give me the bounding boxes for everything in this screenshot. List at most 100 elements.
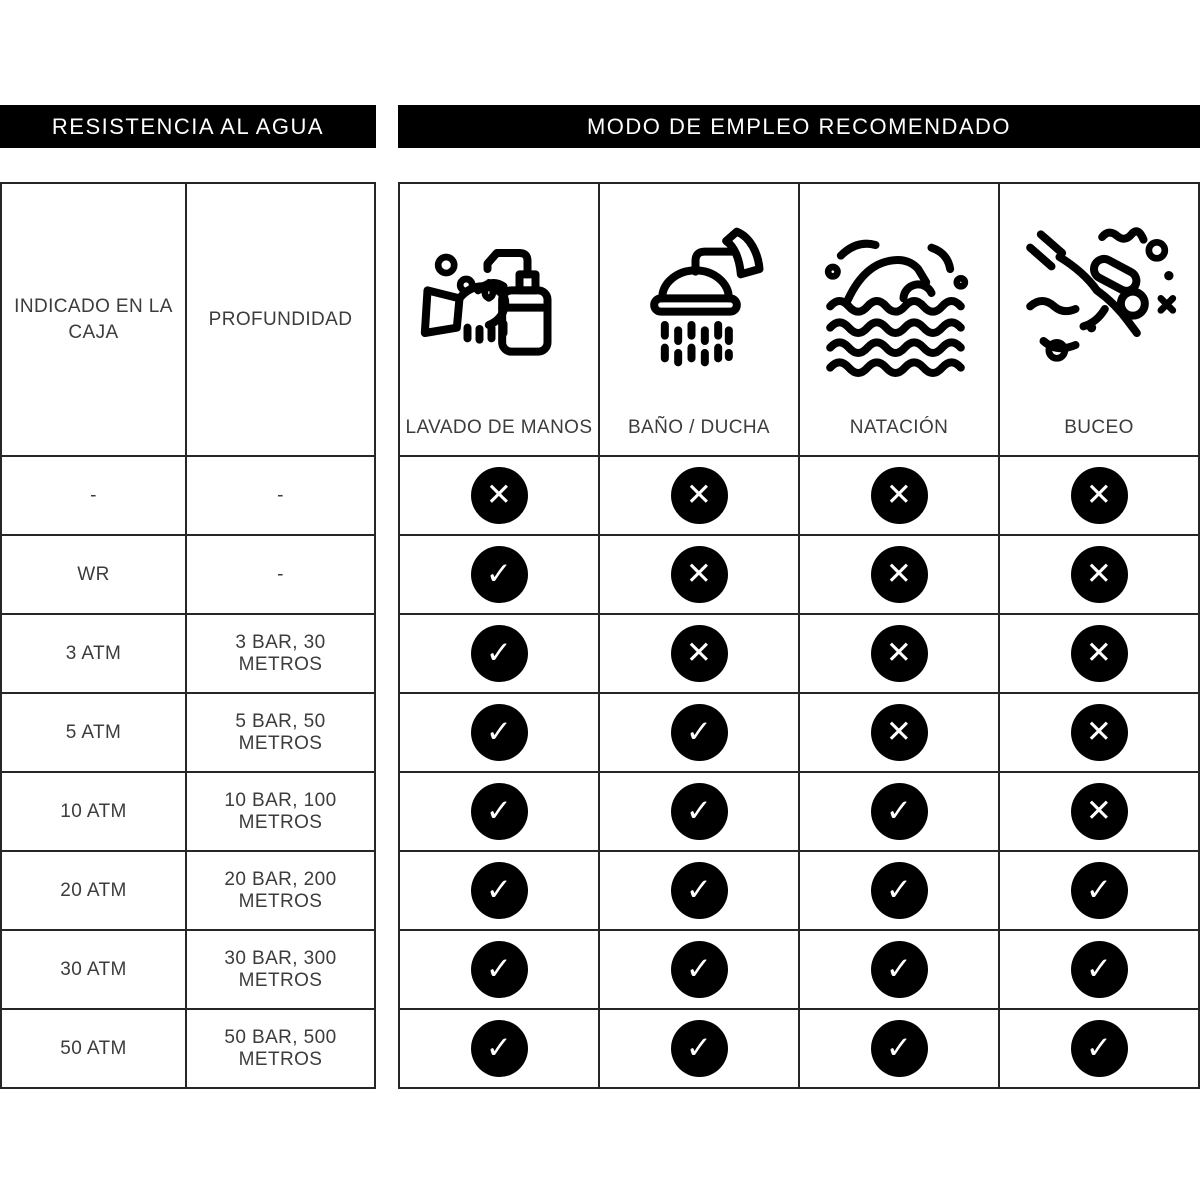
- usage-column-hand-wash: LAVADO DE MANOS: [400, 184, 598, 455]
- mark-badge: ✕: [1070, 546, 1128, 603]
- column-header-box: INDICADO EN LA CAJA: [2, 184, 185, 455]
- usage-column-shower: BAÑO / DUCHA: [600, 184, 798, 455]
- usage-column-label: NATACIÓN: [849, 417, 949, 438]
- mark-cell: ✓: [600, 852, 798, 929]
- table-cell-box: 3 ATM: [2, 615, 185, 692]
- mark-cell: ✕: [800, 694, 998, 771]
- left-section-title: RESISTENCIA AL AGUA: [51, 113, 325, 139]
- table-cell-depth: 50 BAR, 500 METROS: [187, 1010, 374, 1087]
- mark-badge: ✓: [1070, 1020, 1128, 1077]
- shower-icon: [600, 184, 798, 417]
- mark-badge: ✓: [1070, 941, 1128, 998]
- mark-badge: ✕: [870, 467, 928, 524]
- table-cell-box: 50 ATM: [2, 1010, 185, 1087]
- mark-badge: ✓: [870, 941, 928, 998]
- mark-cell: ✓: [400, 852, 598, 929]
- right-section-title: MODO DE EMPLEO RECOMENDADO: [586, 113, 1012, 139]
- mark-badge: ✓: [470, 862, 528, 919]
- mark-badge: ✓: [870, 862, 928, 919]
- table-cell-depth: 3 BAR, 30 METROS: [187, 615, 374, 692]
- mark-badge: ✓: [470, 625, 528, 682]
- mark-cell: ✓: [800, 931, 998, 1008]
- mark-badge: ✓: [470, 546, 528, 603]
- left-section-header: RESISTENCIA AL AGUA: [0, 105, 376, 148]
- mark-cell: ✓: [400, 931, 598, 1008]
- mark-badge: ✕: [470, 467, 528, 524]
- mark-badge: ✓: [670, 783, 728, 840]
- mark-cell: ✓: [600, 1010, 798, 1087]
- mark-badge: ✓: [470, 941, 528, 998]
- mark-badge: ✕: [870, 546, 928, 603]
- mark-badge: ✕: [1070, 783, 1128, 840]
- table-cell-box: 30 ATM: [2, 931, 185, 1008]
- mark-badge: ✓: [470, 704, 528, 761]
- mark-badge: ✓: [470, 1020, 528, 1077]
- mark-cell: ✕: [400, 457, 598, 534]
- mark-badge: ✕: [670, 546, 728, 603]
- mark-cell: ✕: [800, 457, 998, 534]
- mark-cell: ✕: [1000, 694, 1198, 771]
- mark-badge: ✓: [670, 1020, 728, 1077]
- rating-table: INDICADO EN LA CAJA PROFUNDIDAD - - WR -…: [0, 182, 376, 1089]
- mark-cell: ✕: [1000, 615, 1198, 692]
- mark-cell: ✓: [800, 1010, 998, 1087]
- table-cell-box: WR: [2, 536, 185, 613]
- mark-cell: ✓: [1000, 852, 1198, 929]
- diving-icon: [1000, 184, 1198, 417]
- mark-badge: ✓: [670, 862, 728, 919]
- mark-badge: ✕: [670, 467, 728, 524]
- mark-badge: ✓: [670, 704, 728, 761]
- mark-badge: ✕: [1070, 625, 1128, 682]
- mark-cell: ✕: [1000, 457, 1198, 534]
- mark-cell: ✕: [600, 536, 798, 613]
- right-section-header: MODO DE EMPLEO RECOMENDADO: [398, 105, 1200, 148]
- mark-cell: ✕: [600, 615, 798, 692]
- table-cell-depth: -: [187, 457, 374, 534]
- table-cell-depth: -: [187, 536, 374, 613]
- usage-column-swimming: NATACIÓN: [800, 184, 998, 455]
- mark-cell: ✕: [800, 536, 998, 613]
- mark-badge: ✓: [670, 941, 728, 998]
- hand-wash-icon: [400, 184, 598, 417]
- table-cell-box: 10 ATM: [2, 773, 185, 850]
- usage-table: LAVADO DE MANOS BAÑO / DUCHA: [398, 182, 1200, 1089]
- column-header-depth: PROFUNDIDAD: [187, 184, 374, 455]
- mark-cell: ✕: [1000, 536, 1198, 613]
- mark-badge: ✕: [1070, 467, 1128, 524]
- mark-badge: ✕: [1070, 704, 1128, 761]
- mark-cell: ✓: [1000, 931, 1198, 1008]
- table-cell-box: -: [2, 457, 185, 534]
- usage-column-diving: BUCEO: [1000, 184, 1198, 455]
- mark-cell: ✓: [800, 852, 998, 929]
- mark-cell: ✓: [800, 773, 998, 850]
- mark-cell: ✓: [400, 536, 598, 613]
- usage-column-label: BAÑO / DUCHA: [627, 417, 771, 438]
- table-cell-depth: 5 BAR, 50 METROS: [187, 694, 374, 771]
- mark-badge: ✕: [870, 704, 928, 761]
- table-cell-box: 5 ATM: [2, 694, 185, 771]
- mark-cell: ✓: [600, 773, 798, 850]
- usage-column-label: LAVADO DE MANOS: [405, 417, 593, 438]
- table-cell-depth: 10 BAR, 100 METROS: [187, 773, 374, 850]
- mark-cell: ✕: [800, 615, 998, 692]
- mark-cell: ✓: [400, 694, 598, 771]
- mark-cell: ✕: [600, 457, 798, 534]
- mark-badge: ✓: [870, 1020, 928, 1077]
- mark-cell: ✓: [1000, 1010, 1198, 1087]
- swimming-icon: [800, 184, 998, 417]
- mark-badge: ✕: [870, 625, 928, 682]
- mark-cell: ✓: [600, 931, 798, 1008]
- mark-badge: ✓: [470, 783, 528, 840]
- mark-cell: ✓: [400, 773, 598, 850]
- mark-badge: ✓: [870, 783, 928, 840]
- mark-badge: ✓: [1070, 862, 1128, 919]
- usage-column-label: BUCEO: [1064, 417, 1134, 438]
- mark-cell: ✓: [400, 1010, 598, 1087]
- table-cell-depth: 20 BAR, 200 METROS: [187, 852, 374, 929]
- mark-cell: ✓: [400, 615, 598, 692]
- mark-badge: ✕: [670, 625, 728, 682]
- mark-cell: ✕: [1000, 773, 1198, 850]
- table-cell-box: 20 ATM: [2, 852, 185, 929]
- table-cell-depth: 30 BAR, 300 METROS: [187, 931, 374, 1008]
